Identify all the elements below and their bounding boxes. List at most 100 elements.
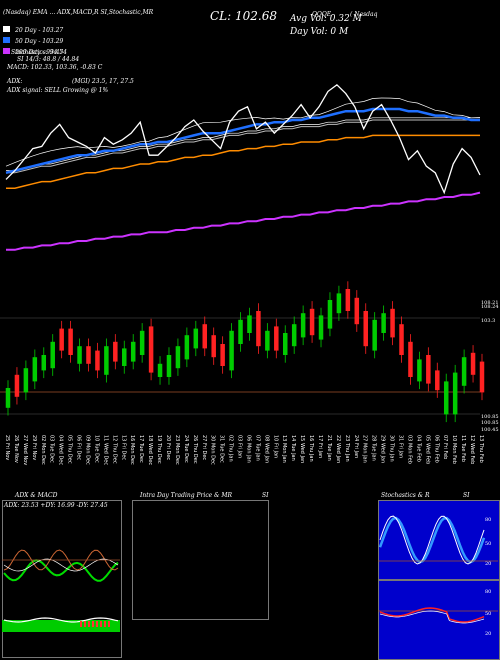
candle-body: [41, 355, 47, 371]
date-tick-label: 05 Thu Dec: [66, 435, 73, 464]
ema100-line-a: [6, 119, 480, 174]
date-tick-label: 26 Tue Nov: [12, 435, 19, 463]
stoch-panel: [378, 500, 500, 580]
candle-body: [193, 328, 199, 349]
legend-swatch-20: [3, 26, 10, 32]
date-tick-label: 16 Mon Dec: [129, 435, 136, 465]
date-axis: 25 Fri Nov 26 Tue Nov 27 Wed Nov 29 Fri Nov…: [0, 435, 500, 485]
intraday-title: Intra Day Trading Price & MR: [140, 492, 233, 499]
date-tick-label: 04 Tue Feb: [415, 435, 422, 462]
price-label-4: 100.85: [481, 414, 499, 420]
date-tick-label: 11 Wed Dec: [102, 435, 109, 466]
date-tick-label: 04 Wed Dec: [57, 435, 64, 466]
candle-body: [327, 300, 333, 329]
candle-body: [309, 308, 315, 336]
candle-body: [130, 341, 136, 362]
date-tick-label: 20 Fri Dec: [164, 435, 171, 461]
adx-label: ADX:: [7, 78, 23, 85]
price-label-1: 108.21: [481, 300, 499, 306]
legend-swatch-200: [3, 48, 10, 54]
candle-body: [5, 388, 11, 408]
candle-body: [381, 313, 386, 333]
candle-body: [390, 308, 395, 338]
legend-20dma: 20 Day - 103.27: [3, 17, 63, 36]
day-vol: Day Vol: 0 M: [290, 27, 349, 37]
adx-panel-values: ADX: 23.53 +DY: 16.99 -DY: 27.45: [4, 502, 108, 509]
rsi-tick-80: 80: [485, 589, 492, 595]
ema50-line: [5, 107, 480, 175]
candle-body: [408, 341, 413, 377]
candle-body: [95, 350, 100, 371]
date-tick-label: 13 Fri Dec: [120, 435, 127, 461]
date-tick-label: 13 Thu Feb: [478, 435, 484, 463]
date-tick-label: 22 Wed Jan: [334, 435, 341, 464]
date-tick-label: 27 Fri Dec: [200, 435, 207, 461]
candle-body: [265, 330, 270, 351]
macd-bar-red: [100, 621, 102, 627]
legend-50dma: 50 Day - 103.29: [3, 28, 63, 47]
date-tick-label: 07 Fri Feb: [442, 435, 449, 460]
rsi-line: [379, 607, 485, 623]
candle-body: [417, 359, 422, 382]
long-ma-line: [6, 191, 481, 251]
candle-body: [77, 346, 82, 364]
date-tick-label: 10 Tue Dec: [93, 435, 100, 463]
rsi-tick-20: 20: [485, 631, 492, 637]
date-tick-label: 16 Thu Jan: [308, 435, 315, 462]
date-tick-label: 08 Wed Jan: [263, 435, 270, 464]
date-tick-label: 23 Mon Dec: [173, 435, 180, 465]
price-label-2: 108.24: [481, 304, 499, 310]
date-tick-label: 06 Thu Feb: [433, 435, 440, 463]
date-tick-label: 06 Fri Dec: [75, 435, 82, 461]
macd-bar-red: [92, 621, 94, 627]
candle-body: [14, 374, 20, 397]
intraday-suffix: SI: [262, 492, 269, 499]
date-tick-label: 03 Tue Dec: [48, 435, 55, 463]
candle-body: [300, 313, 306, 338]
adx-signal: ADX signal: SELL Growing @ 1%: [7, 87, 109, 94]
si-text: SI 14/3: 48.8 / 44.84: [17, 56, 80, 63]
date-tick-label: 24 Tue Dec: [182, 435, 189, 463]
legend-50-label: 50 Day - 103.29: [15, 38, 64, 45]
date-tick-label: 29 Fri Nov: [30, 435, 37, 461]
price-label-6: 100.45: [481, 427, 499, 433]
candle-body: [229, 330, 234, 371]
candle-body: [291, 324, 297, 347]
stoch-text: Stochastics: 34.74: [11, 49, 67, 56]
candle-body: [256, 311, 261, 347]
adx-values: (MGI) 23.5, 17, 27.5: [72, 78, 134, 85]
candle-body: [345, 289, 351, 311]
date-tick-label: 10 Mon Feb: [451, 435, 458, 464]
date-tick-label: 29 Wed Jan: [379, 435, 386, 464]
candle-body: [426, 355, 431, 384]
candle-body: [148, 326, 154, 373]
candle-body: [479, 361, 485, 393]
date-tick-label: 30 Thu Jan: [388, 435, 395, 462]
candle-body: [50, 341, 55, 369]
candle-body: [435, 370, 440, 391]
candle-body: [86, 346, 91, 364]
price-label-3: 103.3: [481, 318, 496, 324]
macd-bar-red: [108, 621, 110, 627]
mrsi-line: [379, 610, 485, 624]
title-small: ( Nasdaq: [350, 11, 378, 18]
stoch-tick-20: 20: [485, 561, 492, 567]
avg-vol: Avg Vol: 0.32 M: [290, 14, 362, 24]
rsi-panel: [378, 580, 500, 660]
candle-body: [202, 324, 208, 349]
date-tick-label: 02 Thu Jan: [227, 435, 234, 462]
header-line: (Nasdaq) EMA ... ADX,MACD,R SI,Stochasti…: [3, 9, 154, 16]
candle-body: [452, 372, 458, 415]
candle-body: [470, 352, 476, 375]
date-tick-label: 12 Wed Feb: [469, 435, 476, 465]
close-price: CL: 102.68: [210, 9, 277, 23]
date-tick-label: 27 Mon Jan: [361, 435, 368, 463]
stoch-tick-80: 80: [485, 517, 492, 523]
date-tick-label: 03 Fri Jan: [236, 435, 243, 459]
candle-body: [461, 357, 467, 386]
macd-bar-red: [104, 621, 106, 627]
macd-bar-red: [96, 621, 98, 627]
date-tick-label: 23 Thu Jan: [343, 435, 350, 462]
candle-body: [157, 363, 163, 377]
